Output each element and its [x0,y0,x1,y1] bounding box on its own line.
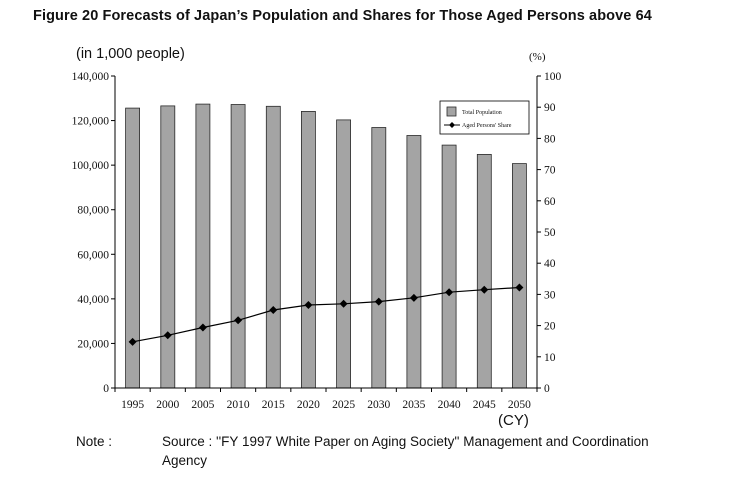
note-label: Note : [76,434,113,449]
x-tick-label: 2035 [402,399,425,411]
share-point [445,288,454,297]
right-tick-label: 0 [544,383,550,395]
x-tick-label: 2010 [227,399,250,411]
left-tick-label: 80,000 [77,205,109,217]
share-line [132,286,520,343]
x-tick-label: 2000 [156,399,179,411]
right-tick-label: 60 [544,196,556,208]
right-tick-label: 90 [544,102,556,114]
right-tick-label: 50 [544,227,556,239]
note-source-line-2: Agency [162,453,208,468]
left-tick-label: 140,000 [72,71,110,83]
x-tick-label: 2050 [508,399,531,411]
x-tick-label: 1995 [121,399,144,411]
share-point [234,316,243,325]
bar [125,107,140,389]
legend-box [439,100,530,135]
bar [300,111,316,389]
line-series [128,283,524,346]
bar [195,103,211,389]
x-axis-unit: (CY) [498,412,529,429]
share-point [480,285,489,294]
right-tick-label: 30 [544,289,556,301]
share-point [339,299,348,308]
bar [406,135,422,389]
bar [476,153,492,389]
legend-marker [449,122,455,128]
left-tick-label: 100,000 [72,160,110,172]
chart-title: Figure 20 Forecasts of Japan’s Populatio… [33,8,652,24]
x-tick-label: 2025 [332,399,355,411]
bar [512,163,527,389]
share-point [374,297,383,306]
share-point [515,283,524,292]
left-tick-label: 60,000 [77,249,109,261]
right-tick-label: 70 [544,165,556,177]
share-point [198,323,207,332]
legend: Total Population Aged Persons' Share [439,100,530,135]
share-point [304,301,313,310]
left-tick-label: 120,000 [72,116,110,128]
axes: 0 20,000 40,000 60,000 80,000 100,000 120,000 1… [72,71,562,411]
left-tick-label: 40,000 [77,294,109,306]
x-tick-label: 2030 [367,399,390,411]
left-tick-label: 0 [103,383,109,395]
x-tick-label: 2020 [297,399,320,411]
left-axis-unit: (in 1,000 people) [76,46,185,62]
left-tick-label: 20,000 [77,338,109,350]
share-point [163,331,172,340]
right-tick-label: 80 [544,133,556,145]
bar [336,119,352,389]
note-source: Source : ''FY 1997 White Paper on Aging … [162,432,722,470]
x-tick-label: 2040 [438,399,461,411]
x-tick-label: 2005 [191,399,214,411]
bar [371,127,387,389]
right-tick-label: 100 [544,71,562,83]
x-tick-label: 2015 [262,399,285,411]
legend-swatch-bar [446,106,457,117]
right-tick-label: 40 [544,258,556,270]
right-axis-unit: (%) [529,51,546,63]
bar-series [125,103,527,389]
legend-label-bar: Total Population [462,110,502,116]
legend-label-line: Aged Persons' Share [462,123,512,129]
bar [230,104,246,389]
share-point [409,293,418,302]
share-point [269,306,278,314]
share-point [128,337,137,346]
bar [160,105,176,389]
bar [441,144,457,389]
note-source-line-1: Source : ''FY 1997 White Paper on Aging … [162,434,649,449]
bar [265,105,281,389]
right-tick-label: 10 [544,352,556,364]
right-tick-label: 20 [544,321,556,333]
x-tick-label: 2045 [473,399,496,411]
